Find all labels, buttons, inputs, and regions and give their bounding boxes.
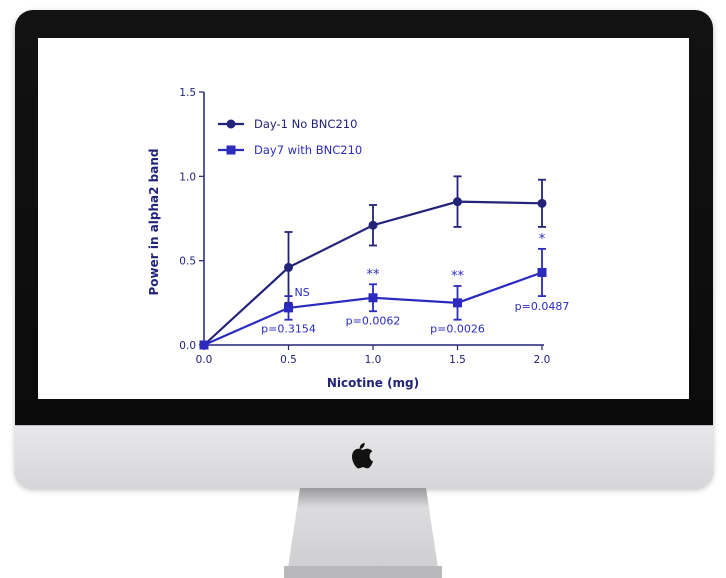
chart-annotations: NS p=0.3154 ** p=0.0062 ** p=0.0026 * p=0.0487 xyxy=(261,232,569,336)
y-tick-label: 0.0 xyxy=(179,340,196,352)
screen xyxy=(38,38,689,399)
p-value-label: p=0.3154 xyxy=(261,323,316,336)
x-axis-label: Nicotine (mg) xyxy=(327,376,419,390)
data-point xyxy=(537,198,547,208)
y-axis-label: Power in alpha2 band xyxy=(147,149,161,296)
x-tick-label: 1.5 xyxy=(449,354,466,366)
legend-label: Day7 with BNC210 xyxy=(254,143,362,157)
y-tick-label: 0.5 xyxy=(179,256,196,268)
data-point xyxy=(284,262,293,272)
chart-legend: Day-1 No BNC210 Day7 with BNC210 xyxy=(218,117,362,157)
legend-label: Day-1 No BNC210 xyxy=(254,117,357,131)
legend-marker xyxy=(226,119,236,129)
significance-label: ** xyxy=(451,269,465,284)
p-value-label: p=0.0487 xyxy=(515,300,570,313)
y-tick-label: 1.0 xyxy=(179,171,196,183)
p-value-label: p=0.0062 xyxy=(346,314,401,327)
chart-axes: 0.0 0.5 1.0 1.5 2.0 0.0 0.5 1.0 1.5 xyxy=(179,87,550,366)
x-tick-label: 0.5 xyxy=(280,354,297,366)
significance-label: NS xyxy=(295,286,310,299)
significance-label: ** xyxy=(367,267,381,282)
data-point xyxy=(199,340,209,350)
data-point xyxy=(284,303,293,313)
data-point xyxy=(537,267,547,277)
y-tick-label: 1.5 xyxy=(179,87,196,99)
data-point xyxy=(453,197,462,207)
p-value-label: p=0.0026 xyxy=(430,323,485,336)
significance-label: * xyxy=(539,232,546,247)
data-point xyxy=(453,298,462,308)
data-point xyxy=(368,293,378,303)
data-point xyxy=(368,220,378,230)
chart-series xyxy=(199,175,547,350)
monitor-stand xyxy=(284,488,442,578)
x-tick-label: 1.0 xyxy=(365,354,382,366)
apple-logo-icon xyxy=(352,442,374,469)
series-2 xyxy=(199,247,547,350)
x-tick-label: 2.0 xyxy=(534,354,551,366)
legend-marker xyxy=(226,145,236,155)
x-tick-label: 0.0 xyxy=(196,354,213,366)
series-1 xyxy=(199,175,547,350)
